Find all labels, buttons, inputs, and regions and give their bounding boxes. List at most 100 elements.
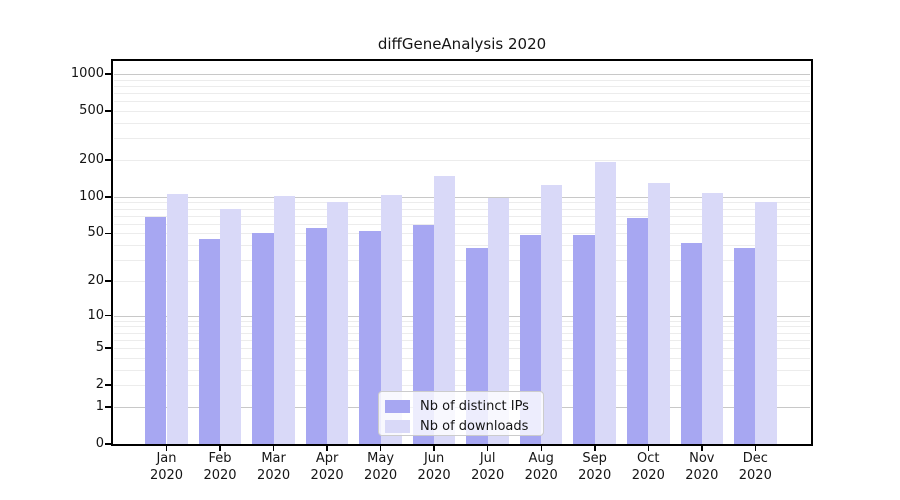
x-tick-label-month: Jul: [479, 451, 496, 466]
y-tick-label: 1000: [70, 66, 104, 81]
y-tick-label: 100: [79, 188, 104, 204]
gridline-major: [114, 74, 810, 75]
x-tick-mark: [326, 446, 328, 451]
bar-distinct-ips-jan: [145, 217, 167, 444]
gridline-minor: [114, 93, 810, 95]
x-tick-label-year: 2020: [417, 468, 451, 483]
x-tick-label: Sep 2020: [568, 450, 622, 484]
gridline-minor: [114, 101, 810, 103]
gridline-minor: [114, 123, 810, 124]
gridline-minor: [114, 320, 810, 322]
gridline-minor: [114, 326, 810, 328]
x-tick-mark: [647, 446, 649, 451]
gridline-major: [114, 315, 810, 317]
gridline-minor: [114, 339, 810, 341]
y-tick-mark: [105, 384, 112, 386]
bar-downloads-nov: [701, 192, 724, 444]
x-tick-label-year: 2020: [203, 468, 237, 483]
x-tick-label: Jul 2020: [461, 450, 515, 484]
x-tick-label-month: Feb: [208, 451, 232, 466]
x-tick-label: Nov 2020: [675, 450, 729, 484]
x-tick-label-year: 2020: [738, 468, 772, 483]
x-tick-label: Feb 2020: [193, 450, 247, 484]
bar-downloads-apr: [327, 202, 349, 444]
bar-distinct-ips-may: [359, 231, 381, 444]
legend-entry-distinct-ips: Nb of distinct IPs: [385, 396, 535, 416]
x-tick-label-year: 2020: [685, 468, 719, 483]
gridline-minor: [114, 160, 810, 161]
bar-downloads-jul: [487, 198, 509, 444]
gridline-minor: [114, 111, 810, 113]
y-tick-label: 20: [87, 272, 104, 288]
bar-distinct-ips-nov: [680, 242, 702, 444]
x-tick-label: Mar 2020: [247, 450, 301, 484]
bar-downloads-aug: [541, 184, 563, 444]
x-tick-mark: [379, 446, 382, 451]
x-tick-label: Oct 2020: [621, 450, 675, 484]
x-tick-mark: [701, 446, 703, 451]
y-tick-label: 200: [79, 152, 104, 167]
y-tick-mark: [105, 314, 112, 317]
gridline-minor: [114, 385, 810, 387]
y-tick-mark: [105, 196, 112, 198]
legend-swatch-distinct-ips: [385, 399, 410, 413]
y-tick-label: 50: [87, 225, 104, 241]
bar-distinct-ips-apr: [305, 228, 328, 444]
gridline-minor: [114, 223, 810, 225]
gridline-minor: [114, 280, 810, 282]
bar-downloads-mar: [273, 195, 295, 444]
bar-distinct-ips-dec: [734, 247, 756, 444]
x-tick-label-year: 2020: [578, 468, 612, 483]
gridline-minor: [114, 79, 810, 81]
x-tick-label-month: Oct: [637, 451, 660, 466]
y-tick-mark: [105, 406, 112, 408]
bar-distinct-ips-sep: [573, 234, 595, 444]
y-tick-mark: [105, 443, 112, 445]
gridline-minor: [114, 202, 810, 204]
x-tick-mark: [486, 446, 489, 451]
gridline-minor: [114, 260, 810, 262]
gridline-minor: [114, 369, 810, 371]
x-tick-label-month: Apr: [315, 451, 339, 466]
gridline-minor: [114, 208, 810, 210]
gridline-minor: [114, 138, 810, 140]
y-tick-label: 1: [95, 398, 104, 414]
x-tick-label: Apr 2020: [300, 450, 354, 484]
x-tick-label-year: 2020: [149, 468, 184, 483]
y-tick-label: 2: [95, 377, 104, 393]
x-tick-mark: [433, 446, 435, 451]
y-tick-mark: [105, 73, 112, 75]
y-tick-label: 500: [79, 103, 104, 119]
gridline-minor: [114, 85, 810, 87]
gridline-minor: [114, 245, 810, 247]
y-tick-label: 10: [87, 307, 104, 323]
bar-downloads-jun: [434, 176, 456, 444]
x-tick-label-month: May: [367, 451, 395, 466]
chart-title: diffGeneAnalysis 2020: [377, 35, 547, 53]
x-tick-mark: [219, 446, 221, 451]
legend-entry-downloads: Nb of downloads: [385, 416, 535, 436]
x-tick-label-month: Dec: [742, 451, 768, 466]
x-tick-mark: [754, 446, 757, 451]
bar-downloads-may: [380, 194, 402, 444]
x-tick-label-year: 2020: [524, 468, 558, 483]
gridline-minor: [114, 348, 810, 349]
bar-downloads-oct: [648, 182, 670, 444]
y-tick-mark: [105, 347, 112, 349]
x-tick-label: Jun 2020: [407, 450, 461, 484]
legend-label: Nb of downloads: [420, 418, 529, 434]
y-tick-mark: [105, 110, 112, 112]
gridline-minor: [114, 233, 810, 235]
y-tick-label: 5: [95, 340, 104, 355]
x-tick-label-year: 2020: [471, 468, 505, 483]
x-tick-label-month: Nov: [689, 451, 715, 466]
y-tick-label: 0: [95, 436, 104, 451]
x-tick-label: Aug 2020: [514, 450, 568, 484]
legend: Nb of distinct IPs Nb of downloads: [378, 391, 544, 436]
bar-distinct-ips-oct: [627, 218, 649, 444]
x-tick-label-year: 2020: [364, 468, 398, 483]
x-tick-label-month: Aug: [528, 451, 554, 466]
bar-downloads-feb: [220, 209, 242, 444]
x-tick-mark: [272, 446, 275, 451]
bar-distinct-ips-feb: [198, 238, 220, 444]
